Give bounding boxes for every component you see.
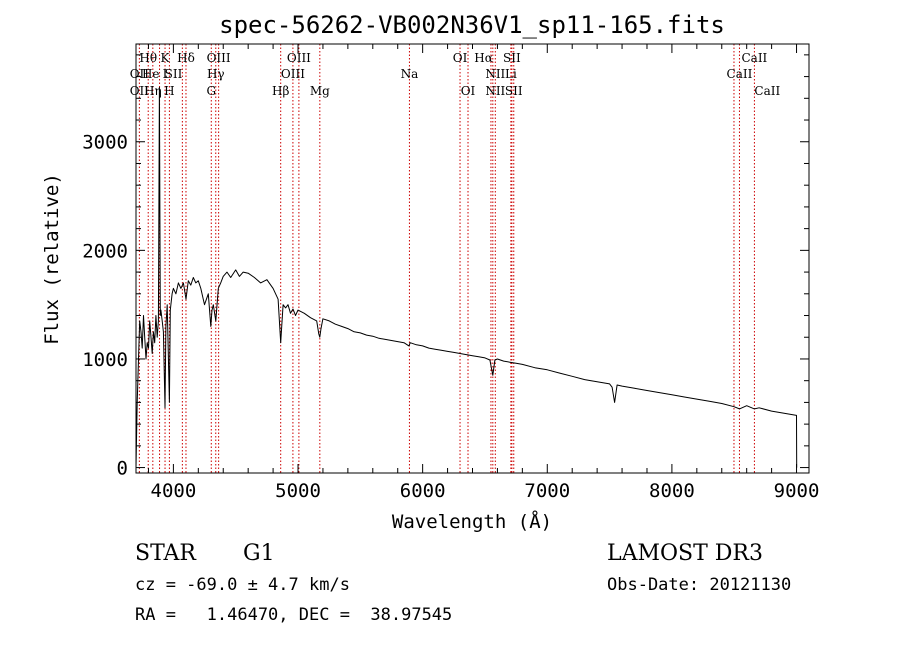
line-label-26: NII (485, 84, 505, 98)
line-label-5: OI (453, 51, 468, 65)
line-label-18: CaII (727, 67, 753, 81)
line-label-23: Hβ (272, 84, 289, 98)
line-label-21: H (164, 84, 174, 98)
y-tick-label-2: 2000 (82, 240, 128, 262)
line-label-22: G (206, 84, 216, 98)
object-class: STAR (135, 541, 197, 566)
y-axis-label: Flux (relative) (41, 173, 63, 345)
plot-frame (135, 43, 810, 474)
line-label-10: He (142, 67, 160, 81)
line-label-3: OIII (207, 51, 231, 65)
coords-text: RA = 1.46470, DEC = 38.97545 (135, 605, 452, 625)
object-subclass: G1 (243, 541, 275, 566)
y-axis: 0 1000 2000 3000 (82, 54, 809, 480)
redshift-text: cz = -69.0 ± 4.7 km/s (135, 575, 350, 595)
x-tick-label-0: 4000 (151, 480, 197, 502)
line-label-7: SII (503, 51, 521, 65)
survey-name: LAMOST DR3 (607, 541, 763, 566)
x-tick-label-5: 9000 (774, 480, 820, 502)
line-label-12: SII (165, 67, 183, 81)
x-tick-label-2: 6000 (400, 480, 446, 502)
line-marker-layer (138, 44, 755, 473)
line-label-19: OII (130, 84, 150, 98)
line-label-1: K (161, 51, 171, 65)
series-layer (135, 86, 798, 468)
chart-title: spec-56262-VB002N36V1_sp11-165.fits (219, 11, 725, 39)
x-axis: 4000 5000 6000 7000 8000 9000 (147, 44, 820, 502)
x-tick-label-3: 7000 (524, 480, 570, 502)
x-axis-label: Wavelength (Å) (392, 510, 552, 533)
line-label-9: OII (130, 67, 150, 81)
line-label-14: OIII (281, 67, 305, 81)
line-label-25: OI (461, 84, 476, 98)
x-tick-label-4: 8000 (649, 480, 695, 502)
series-flux (135, 86, 798, 468)
line-label-28: CaII (754, 84, 780, 98)
line-label-15: Na (401, 67, 419, 81)
line-label-11: I (163, 67, 168, 81)
y-tick-label-0: 0 (117, 458, 128, 480)
line-label-8: CaII (741, 51, 767, 65)
line-label-27: SII (505, 84, 523, 98)
line-label-0: Hθ (139, 51, 157, 65)
y-tick-label-1: 1000 (82, 349, 128, 371)
obs-date-text: Obs-Date: 20121130 (607, 575, 791, 595)
x-tick-label-1: 5000 (275, 480, 321, 502)
line-label-17: Li (505, 67, 517, 81)
line-label-6: Hα (474, 51, 493, 65)
line-label-13: Hγ (207, 67, 225, 81)
line-label-20: Hη (144, 84, 162, 98)
line-label-24: Mg (310, 84, 330, 98)
y-tick-label-3: 3000 (82, 132, 128, 154)
line-label-16: NII (485, 67, 505, 81)
line-label-2: Hδ (177, 51, 195, 65)
line-label-4: OIII (287, 51, 311, 65)
